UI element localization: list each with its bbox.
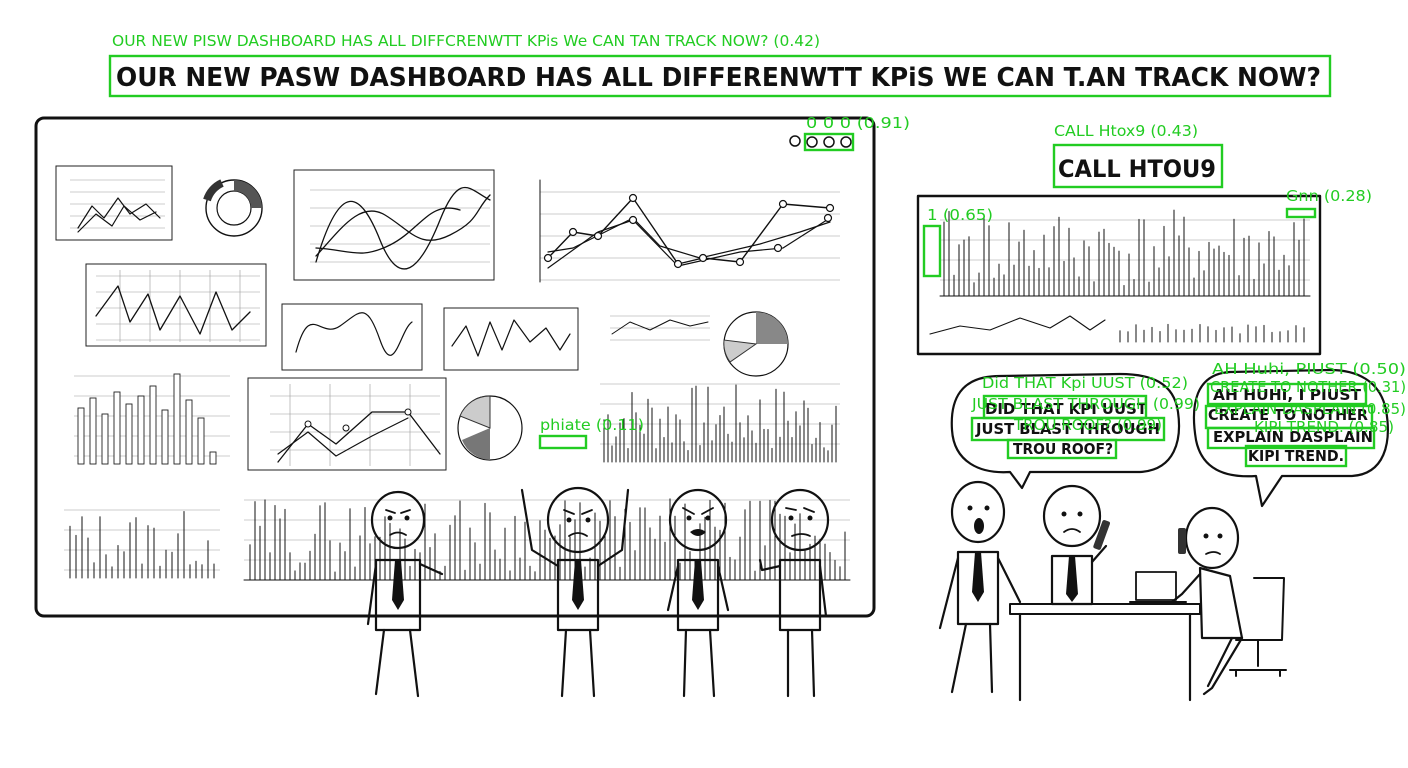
bubble-left-detection-3: TROU ROOF? (0.99) [1013, 416, 1162, 434]
dots-detection-label: 0 0 0 (0.91) [806, 114, 910, 132]
panel-line-markers [247, 377, 523, 471]
bubble-right-line-2: CREATE TO NOTHER [1208, 406, 1368, 424]
bubble-right-detection-1: AH Huhi, PIUST (0.50) [1212, 360, 1406, 378]
panel-bars-left [74, 373, 230, 465]
panel-waves [293, 169, 495, 281]
call-text: CALL HTOU9 [1058, 155, 1216, 183]
bubble-left-detection-2: JUST BLAST THROUGH (0.99) [971, 395, 1200, 413]
desk [1009, 571, 1287, 702]
analyst-five [938, 480, 1022, 694]
bubble-right-detection-4: KIPI TREND. (0.85) [1254, 418, 1394, 436]
panel-donut [203, 179, 263, 237]
analyst-six [1042, 484, 1110, 606]
side-axis-detection-label: 1 (0.65) [927, 206, 993, 224]
bubble-right-line-4: KIPI TREND. [1248, 447, 1344, 465]
call-detection-label: CALL Htox9 (0.43) [1054, 122, 1198, 140]
panel-line-small [55, 165, 173, 241]
headline-detection-label: OUR NEW PISW DASHBOARD HAS ALL DIFFCRENW… [112, 32, 820, 50]
detection-overlay: OUR NEW PISW DASHBOARD HAS ALL DIFFCRENW… [108, 32, 1406, 468]
panel-bars-bottom [64, 498, 851, 581]
laptop [1129, 571, 1187, 603]
bubble-right-detection-3: EXPLAIN DASPLAIN (0.85) [1214, 400, 1406, 418]
bubble-right-line-1: AH HUHI, I PIUST [1213, 386, 1362, 404]
analyst-four [758, 488, 830, 698]
bubble-left-line-3: TROU ROOF? [1013, 440, 1113, 458]
analyst-two [520, 486, 630, 698]
legend-detection-label: phiate (0.11) [540, 416, 644, 434]
bubble-right-detection-2: CREATE TO NOTHER (0.31) [1210, 378, 1406, 396]
panel-line-mid [85, 263, 267, 347]
analyst-three [666, 488, 730, 698]
side-board [916, 194, 1322, 356]
dashboard-board [34, 116, 876, 618]
panel-area-pie [610, 311, 789, 377]
panel-small-lines [281, 303, 579, 371]
bubble-right-line-3: EXPLAIN DASPLAIN [1213, 428, 1373, 446]
analyst-seven [1170, 506, 1244, 696]
bubble-left-line-2: JUST BLAST THROUGH [975, 420, 1160, 438]
headline-text: OUR NEW PASW DASHBOARD HAS ALL DIFFERENW… [116, 63, 1321, 93]
speech-bubble-right: AH HUHI, I PIUST CREATE TO NOTHER EXPLAI… [1192, 368, 1389, 508]
office-chair [1229, 577, 1287, 677]
panel-line-large [539, 179, 840, 283]
bubble-left-line-1: DID THAT KPI UUST [985, 400, 1148, 418]
speech-bubble-left: DID THAT KPI UUST JUST BLAST THROUGH TRO… [950, 372, 1181, 490]
board-dots [789, 135, 852, 148]
side-chart-detection-label: Gnn (0.28) [1286, 187, 1372, 205]
bubble-left-detection-1: Did THAT Kpi UUST (0.52) [982, 374, 1188, 392]
analyst-one [366, 490, 444, 698]
panel-bars-dense [600, 383, 840, 463]
